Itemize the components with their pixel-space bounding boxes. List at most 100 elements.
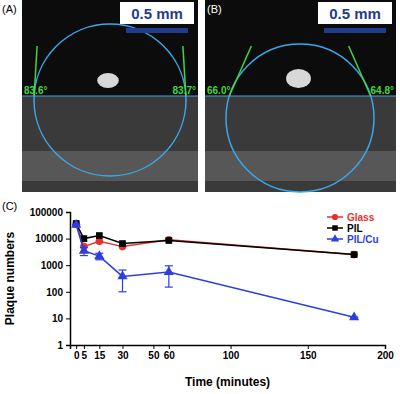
tick-label: 100000 — [30, 207, 64, 218]
axis-line — [66, 213, 71, 346]
photo-panel: (A)0.5 mm83.6°83.7° — [2, 0, 198, 192]
legend-entry: PIL/Cu — [327, 234, 379, 245]
contact-angle: 83.7° — [173, 85, 196, 96]
tick: 15 — [94, 345, 106, 361]
tick-mark — [66, 265, 70, 266]
tick: 1 — [57, 340, 70, 351]
baseline — [205, 96, 396, 97]
error-cap — [80, 255, 88, 256]
tick-mark — [99, 345, 100, 349]
droplet-highlight — [286, 69, 311, 88]
tangent — [229, 46, 251, 96]
tick-mark — [153, 345, 154, 349]
marker — [117, 270, 127, 279]
photo-background — [205, 0, 396, 192]
tick: 5 — [82, 345, 88, 361]
axis-line — [71, 346, 386, 350]
error-cap — [119, 269, 127, 270]
tick: 60 — [164, 345, 176, 361]
legend-label: PIL — [347, 223, 363, 234]
legend-marker — [332, 214, 338, 220]
tick: 30 — [117, 345, 129, 361]
tick-label: 10000 — [35, 233, 63, 244]
marker — [71, 219, 81, 228]
tick-label: 200 — [377, 350, 394, 361]
droplet-highlight — [97, 73, 119, 88]
tick: 0 — [74, 345, 80, 361]
tick-label: 150 — [300, 350, 317, 361]
legend-marker — [331, 234, 339, 241]
series-line — [76, 225, 354, 317]
marker — [164, 266, 174, 275]
panel-label: (B) — [207, 3, 222, 15]
scale-bar-back — [318, 2, 392, 24]
legend: GlassPILPIL/Cu — [327, 212, 379, 245]
y-axis-title: Plaque numbers — [3, 231, 17, 325]
series-line — [76, 223, 354, 254]
tick-mark — [123, 345, 124, 349]
tick: 10000 — [35, 233, 70, 244]
tick-label: 50 — [148, 350, 160, 361]
error-cap — [165, 265, 173, 266]
marker — [165, 236, 173, 244]
tangent — [349, 46, 371, 96]
plot-area — [71, 219, 359, 320]
tick: 10 — [52, 313, 70, 324]
legend-label: Glass — [347, 212, 375, 223]
scale-bar — [126, 28, 188, 33]
tick-label: 1000 — [41, 260, 64, 271]
contact-angle: 64.8° — [371, 85, 394, 96]
tick-mark — [66, 292, 70, 293]
tick: 100000 — [30, 207, 70, 218]
fit-circle — [34, 24, 186, 176]
tick-mark — [169, 345, 170, 349]
x-axis-title: Time (minutes) — [185, 375, 270, 389]
series-line — [76, 224, 354, 254]
photo-panel: (B)0.5 mm66.0°64.8° — [205, 0, 396, 192]
error-cap — [119, 291, 127, 292]
fit-circle — [226, 44, 374, 192]
tick-mark — [308, 345, 309, 349]
tick-label: 100 — [223, 350, 240, 361]
tick: 50 — [148, 345, 160, 361]
scale-bar — [324, 28, 386, 33]
marker — [165, 237, 172, 244]
marker — [351, 251, 358, 258]
tick-mark — [76, 345, 77, 349]
photo-background — [22, 0, 198, 192]
error-cap — [165, 287, 173, 288]
tick-label: 10 — [52, 313, 64, 324]
marker — [350, 251, 358, 259]
scale-bar-label: 0.5 mm — [131, 5, 183, 22]
tick-mark — [385, 345, 386, 349]
tick-label: 15 — [94, 350, 106, 361]
panel-label: (C) — [2, 200, 17, 212]
tick-mark — [66, 345, 70, 346]
tick-mark — [66, 212, 70, 213]
tick: 200 — [377, 345, 394, 361]
tick-mark — [84, 345, 85, 349]
tick-mark — [66, 318, 70, 319]
marker — [96, 232, 103, 239]
tick: 150 — [300, 345, 317, 361]
substrate-band — [205, 151, 396, 181]
tick-label: 100 — [46, 287, 63, 298]
tick-label: 60 — [164, 350, 176, 361]
tick-label: 30 — [117, 350, 129, 361]
legend-label: PIL/Cu — [347, 234, 379, 245]
substrate — [205, 96, 396, 192]
legend-entry: Glass — [327, 212, 375, 223]
marker — [79, 245, 89, 254]
y-axis: 1 10 100 1000 10000 100000 — [30, 207, 71, 351]
legend-marker — [332, 225, 337, 230]
contact-angle: 66.0° — [207, 85, 230, 96]
error-cap — [95, 259, 103, 260]
contact-angle: 83.6° — [24, 85, 47, 96]
tick: 100 — [223, 345, 240, 361]
tick-label: 5 — [82, 350, 88, 361]
tick-label: 1 — [57, 340, 63, 351]
scale-bar-back — [120, 2, 194, 24]
tick: 1000 — [41, 260, 70, 271]
x-axis: 05 15 30 50 60 100 150 200 — [71, 345, 395, 361]
marker — [119, 240, 126, 247]
